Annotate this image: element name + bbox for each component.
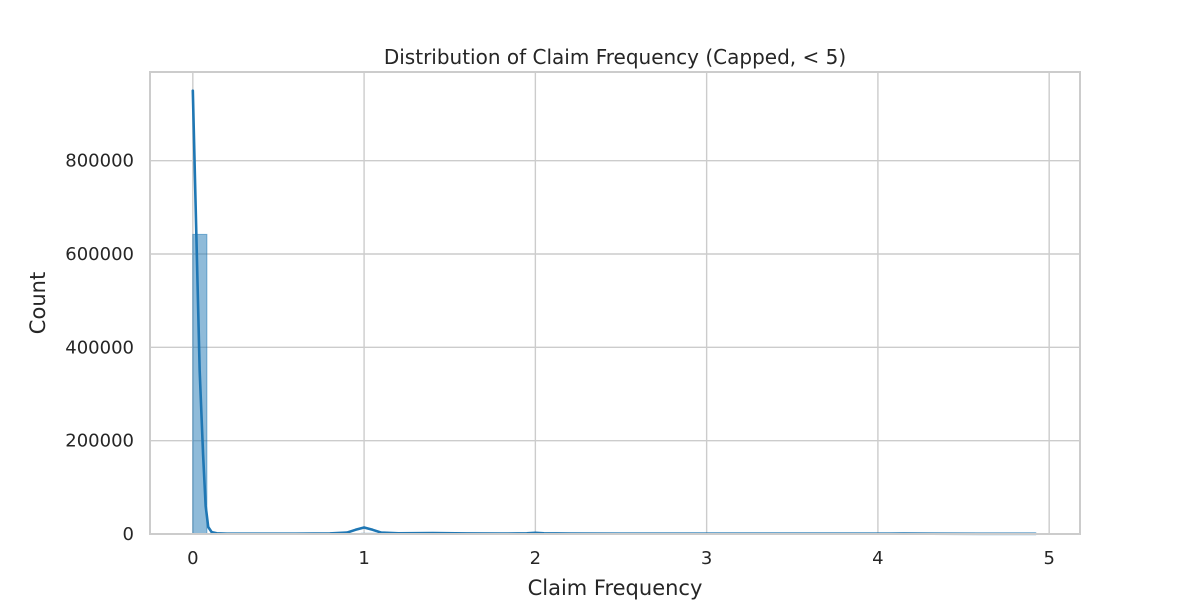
y-axis-label: Count xyxy=(26,272,50,334)
kde-layer xyxy=(191,89,1037,536)
plot-frame xyxy=(149,71,1081,535)
x-axis-label: Claim Frequency xyxy=(528,576,703,600)
y-tick-label: 200000 xyxy=(65,431,134,452)
histogram-bars xyxy=(192,233,915,535)
y-tick-label: 400000 xyxy=(65,337,134,358)
x-tick-label: 2 xyxy=(530,548,541,569)
x-tick-label: 3 xyxy=(701,548,712,569)
grid-layer xyxy=(150,72,1080,535)
x-tick-labels: 0 1 2 3 4 5 xyxy=(187,548,1055,569)
x-tick-label: 1 xyxy=(358,548,369,569)
chart-title: Distribution of Claim Frequency (Capped,… xyxy=(384,45,846,69)
y-tick-label: 800000 xyxy=(65,151,134,172)
plot-border xyxy=(149,71,1081,535)
kde-line xyxy=(191,89,1037,536)
y-tick-label: 0 xyxy=(123,524,134,545)
y-tick-label: 600000 xyxy=(65,244,134,265)
x-tick-label: 4 xyxy=(872,548,883,569)
x-tick-label: 0 xyxy=(187,548,198,569)
x-tick-label: 5 xyxy=(1043,548,1054,569)
y-tick-labels: 0 200000 400000 600000 800000 xyxy=(65,151,134,545)
